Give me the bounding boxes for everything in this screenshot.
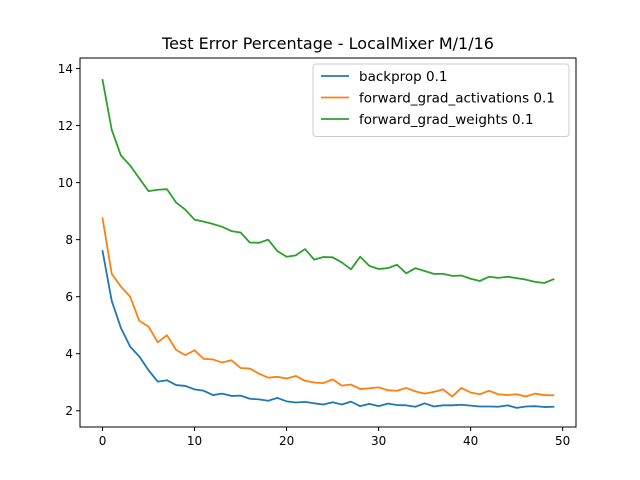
x-tick-label: 20 (279, 434, 294, 448)
x-tick-label: 40 (463, 434, 478, 448)
y-tick-label: 10 (58, 176, 73, 190)
legend-label-1: backprop 0.1 (359, 69, 448, 85)
y-tick-label: 8 (65, 233, 73, 247)
plot-area (101, 78, 555, 409)
y-tick-label: 12 (58, 119, 73, 133)
y-tick-label: 6 (65, 290, 73, 304)
y-tick-label: 14 (58, 62, 73, 76)
legend-label-2: forward_grad_activations 0.1 (359, 91, 555, 107)
x-tick-label: 10 (187, 434, 202, 448)
series-line-3 (101, 78, 555, 284)
x-tick-label: 0 (99, 434, 107, 448)
legend-box (312, 63, 570, 137)
legend-label-3: forward_grad_weights 0.1 (359, 112, 534, 128)
axes: 0 10 20 30 40 50 2 4 6 8 10 12 14 (58, 57, 577, 448)
x-tick-label: 50 (555, 434, 570, 448)
series-line-2 (101, 217, 555, 398)
x-tick-label: 30 (371, 434, 386, 448)
y-tick-label: 2 (65, 404, 73, 418)
chart-title: Test Error Percentage - LocalMixer M/1/1… (161, 34, 494, 53)
legend: backprop 0.1 forward_grad_activations 0.1… (312, 63, 570, 137)
axes-frame (79, 57, 577, 428)
y-tick-label: 4 (65, 347, 73, 361)
series-line-1 (101, 250, 555, 409)
